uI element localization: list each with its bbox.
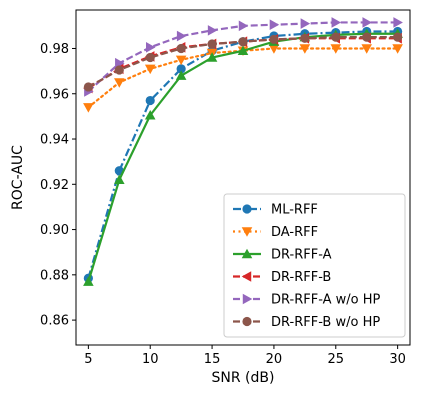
data-point-da-rff bbox=[83, 103, 94, 113]
series-dr-rff-b-w-o-hp bbox=[83, 32, 403, 92]
x-tick-label: 25 bbox=[328, 352, 345, 367]
legend-swatch-marker bbox=[241, 248, 253, 259]
data-point-dr-rff-a-w-o-hp bbox=[176, 30, 187, 42]
x-axis-label: SNR (dB) bbox=[212, 370, 275, 386]
legend-item-da-rff: DA-RFF bbox=[233, 225, 318, 240]
legend-swatch-marker bbox=[242, 316, 252, 327]
y-tick-label: 0.88 bbox=[40, 268, 69, 283]
data-point-da-rff bbox=[330, 44, 342, 54]
data-point-dr-rff-a-w-o-hp bbox=[269, 19, 280, 31]
legend-item-dr-rff-b-w-o-hp: DR-RFF-B w/o HP bbox=[233, 315, 380, 330]
y-tick-label: 0.86 bbox=[40, 314, 69, 329]
data-point-dr-rff-a bbox=[206, 52, 218, 62]
data-point-dr-rff-a-w-o-hp bbox=[238, 20, 249, 32]
x-tick-label: 20 bbox=[266, 352, 283, 367]
data-point-dr-rff-b-w-o-hp bbox=[176, 43, 186, 54]
legend-label: ML-RFF bbox=[271, 203, 318, 218]
legend: ML-RFF DA-RFF DR-RFF-A DR-RFF-B DR-RFF-A w/o… bbox=[223, 193, 406, 338]
plot-frame bbox=[75, 9, 411, 346]
data-point-dr-rff-b-w-o-hp bbox=[207, 39, 217, 49]
data-point-da-rff bbox=[299, 44, 311, 54]
data-point-da-rff bbox=[361, 44, 372, 54]
legend-swatch-marker bbox=[241, 227, 253, 237]
y-tick-label: 0.94 bbox=[40, 133, 69, 148]
x-tick-label: 5 bbox=[84, 352, 92, 367]
x-tick-label: 10 bbox=[142, 352, 159, 367]
y-tick-label: 0.96 bbox=[40, 87, 69, 102]
data-point-dr-rff-b-w-o-hp bbox=[114, 65, 124, 75]
y-tick-label: 0.90 bbox=[40, 223, 69, 238]
y-tick-label: 0.98 bbox=[40, 42, 69, 57]
data-point-dr-rff-a bbox=[83, 276, 94, 286]
data-point-dr-rff-a-w-o-hp bbox=[145, 42, 156, 53]
data-point-ml-rff bbox=[176, 64, 186, 74]
data-point-dr-rff-a-w-o-hp bbox=[207, 25, 218, 36]
data-point-dr-rff-a bbox=[237, 45, 249, 55]
data-point-dr-rff-b-w-o-hp bbox=[300, 33, 310, 43]
data-point-dr-rff-a bbox=[175, 70, 187, 80]
legend-label: DR-RFF-A w/o HP bbox=[271, 293, 380, 308]
data-point-da-rff bbox=[392, 44, 403, 54]
data-point-ml-rff bbox=[145, 95, 155, 106]
y-axis-ticks: 0.86 0.88 0.90 0.92 0.94 0.96 0.98 bbox=[40, 42, 76, 329]
legend-box bbox=[223, 193, 406, 338]
data-point-dr-rff-b-w-o-hp bbox=[238, 37, 248, 47]
data-point-da-rff bbox=[175, 55, 187, 66]
legend-item-ml-rff: ML-RFF bbox=[233, 203, 318, 218]
data-point-da-rff bbox=[114, 78, 125, 88]
legend-swatch-marker bbox=[242, 204, 252, 214]
legend-item-dr-rff-a-w-o-hp: DR-RFF-A w/o HP bbox=[233, 293, 380, 308]
legend-swatch-marker bbox=[242, 293, 253, 305]
data-point-dr-rff-a bbox=[114, 174, 125, 184]
data-point-dr-rff-a-w-o-hp bbox=[393, 17, 403, 28]
data-point-da-rff bbox=[144, 64, 156, 75]
legend-label: DR-RFF-A bbox=[271, 248, 332, 263]
legend-label: DA-RFF bbox=[271, 225, 318, 240]
data-point-dr-rff-a-w-o-hp bbox=[331, 17, 342, 28]
series-line-da-rff bbox=[87, 47, 399, 109]
data-point-dr-rff-a bbox=[144, 109, 156, 120]
legend-label: DR-RFF-B bbox=[271, 270, 331, 285]
data-point-dr-rff-b-w-o-hp bbox=[83, 82, 93, 92]
data-point-dr-rff-a-w-o-hp bbox=[300, 18, 311, 29]
data-point-dr-rff-b-w-o-hp bbox=[393, 32, 403, 42]
legend-swatch-marker bbox=[241, 271, 252, 282]
data-point-dr-rff-a-w-o-hp bbox=[362, 17, 372, 28]
legend-label: DR-RFF-B w/o HP bbox=[271, 315, 380, 330]
legend-item-dr-rff-b: DR-RFF-B bbox=[233, 270, 331, 285]
x-axis-ticks: 5 10 15 20 25 30 bbox=[84, 345, 406, 367]
data-point-dr-rff-b-w-o-hp bbox=[331, 32, 341, 42]
series-layer bbox=[83, 17, 403, 286]
data-point-dr-rff-b-w-o-hp bbox=[362, 32, 372, 42]
y-axis-label: ROC-AUC bbox=[10, 145, 26, 210]
x-tick-label: 30 bbox=[389, 352, 406, 367]
data-point-da-rff bbox=[268, 44, 280, 54]
data-point-dr-rff-b-w-o-hp bbox=[269, 34, 279, 45]
x-tick-label: 15 bbox=[204, 352, 221, 367]
y-tick-label: 0.92 bbox=[40, 178, 69, 193]
data-point-dr-rff-b-w-o-hp bbox=[145, 52, 155, 63]
legend-item-dr-rff-a: DR-RFF-A bbox=[233, 248, 332, 263]
